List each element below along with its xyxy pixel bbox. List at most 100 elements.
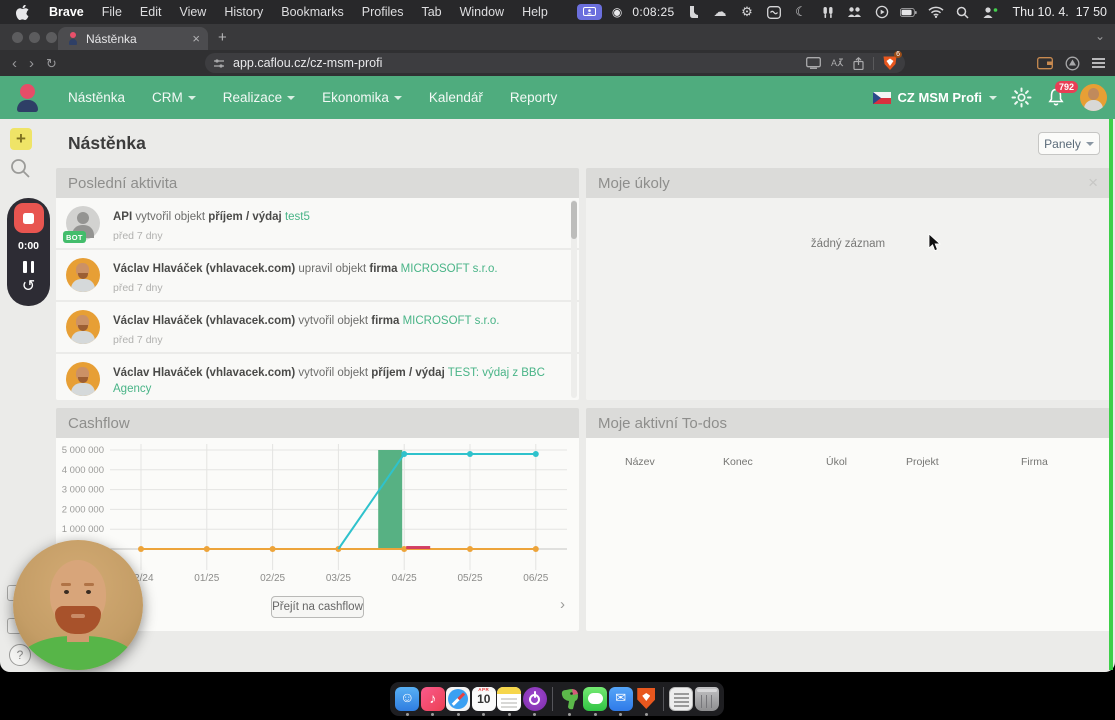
panel-header[interactable]: Moje aktivní To-dos: [586, 408, 1110, 438]
todo-column-firma[interactable]: Firma: [1021, 456, 1048, 468]
scrollbar-track[interactable]: [571, 200, 577, 398]
dock-icon-calendar[interactable]: APR 10: [471, 686, 497, 716]
activity-object-link[interactable]: MICROSOFT s.r.o.: [397, 263, 498, 275]
dock-icon-messages[interactable]: [583, 686, 608, 716]
dock-icon-trash[interactable]: [694, 686, 719, 712]
overlay-search-icon[interactable]: [10, 158, 31, 179]
activity-object-link[interactable]: test5: [281, 211, 310, 223]
nav-item-realizace[interactable]: Realizace: [223, 90, 296, 105]
menubar-item-brave[interactable]: Brave: [49, 5, 84, 19]
reload-button[interactable]: ↻: [46, 55, 57, 71]
activity-object-link[interactable]: MICROSOFT s.r.o.: [399, 315, 500, 327]
user-switch-icon[interactable]: [981, 4, 998, 21]
app-settings-gear-icon[interactable]: [1011, 87, 1032, 108]
people-icon[interactable]: [846, 4, 863, 21]
nav-item-nstnka[interactable]: Nástěnka: [68, 90, 125, 105]
dock-icon-music[interactable]: [420, 686, 446, 716]
settings-gear-icon[interactable]: ⚙: [741, 4, 753, 19]
dock-icon-parrot[interactable]: [558, 686, 583, 716]
panels-button[interactable]: Panely: [1038, 132, 1100, 155]
menubar-item-file[interactable]: File: [101, 5, 122, 19]
do-not-disturb-moon-icon[interactable]: ☾: [795, 4, 807, 19]
restart-recording-button[interactable]: ↺: [21, 278, 36, 295]
todo-column-projekt[interactable]: Projekt: [906, 456, 939, 468]
spotlight-search-icon[interactable]: [954, 4, 971, 21]
brave-shields-icon[interactable]: 6: [883, 51, 902, 71]
menubar-item-view[interactable]: View: [179, 5, 207, 19]
wallet-icon[interactable]: [1037, 56, 1053, 70]
dock-icon-mail[interactable]: [608, 686, 634, 716]
dock-icon-safari[interactable]: [446, 686, 471, 716]
todo-column-kol[interactable]: Úkol: [826, 456, 848, 468]
new-tab-button[interactable]: +: [218, 29, 227, 46]
menubar-item-profiles[interactable]: Profiles: [361, 5, 404, 19]
dock-icon-power[interactable]: [522, 686, 548, 716]
menubar-item-window[interactable]: Window: [459, 5, 505, 19]
activity-item[interactable]: Václav Hlaváček (vhlavacek.com) upravil …: [56, 250, 579, 302]
stop-recording-icon[interactable]: ◉: [611, 5, 623, 19]
dock-icon-docs[interactable]: [669, 686, 694, 712]
caflou-logo[interactable]: [13, 83, 43, 113]
back-button[interactable]: ‹: [12, 54, 17, 72]
wifi-icon[interactable]: [927, 4, 944, 21]
record-stop-button[interactable]: [13, 203, 44, 233]
menubar-item-help[interactable]: Help: [522, 5, 548, 19]
address-bar[interactable]: app.caflou.cz/cz-msm-profi A 6: [205, 51, 905, 73]
user-avatar[interactable]: [1080, 84, 1107, 111]
boot-app-icon[interactable]: [684, 4, 701, 21]
share-icon[interactable]: [853, 56, 864, 70]
panel-title: Poslední aktivita: [68, 174, 178, 192]
translate-icon[interactable]: A: [830, 57, 844, 69]
todo-column-nzev[interactable]: Název: [625, 456, 655, 468]
overlay-plus-button[interactable]: +: [10, 128, 32, 150]
panel-header[interactable]: Cashflow: [56, 408, 579, 438]
brave-rewards-icon[interactable]: [1065, 56, 1080, 71]
forward-button[interactable]: ›: [29, 54, 34, 72]
screen-record-indicator-icon[interactable]: [576, 4, 602, 20]
app-navbar: Nástěnka CRM Realizace Ekonomika Kalendář Rep…: [0, 76, 1115, 119]
account-switcher[interactable]: CZ MSM Profi: [872, 90, 997, 105]
nav-item-ekonomika[interactable]: Ekonomika: [322, 90, 402, 105]
cloud-icon[interactable]: ☁: [713, 4, 727, 19]
tab-close-icon[interactable]: ×: [192, 31, 200, 46]
tab-list-chevron-icon[interactable]: ⌄: [1094, 29, 1105, 43]
menubar-item-history[interactable]: History: [224, 5, 264, 19]
browser-menu-icon[interactable]: [1092, 58, 1105, 68]
menubar-item-edit[interactable]: Edit: [139, 5, 162, 19]
dock-icon-notes[interactable]: [497, 686, 522, 716]
panel-header[interactable]: Moje úkoly ×: [586, 168, 1110, 198]
menubar-clock[interactable]: Thu 10. 4. 17 50: [1012, 5, 1107, 19]
menubar-item-tab[interactable]: Tab: [421, 5, 442, 19]
activity-item[interactable]: Václav Hlaváček (vhlavacek.com) vytvořil…: [56, 354, 579, 400]
nav-item-crm[interactable]: CRM: [152, 90, 196, 105]
notifications-bell[interactable]: 792: [1046, 81, 1078, 108]
nav-item-reporty[interactable]: Reporty: [510, 90, 557, 105]
pause-button[interactable]: [23, 261, 34, 273]
go-to-cashflow-button[interactable]: Přejít na cashflow: [271, 596, 364, 618]
window-zoom-button[interactable]: [46, 32, 57, 43]
screen-recorder-widget: 0:00 ↺: [7, 198, 50, 306]
airpods-icon[interactable]: [819, 4, 836, 21]
dock-icon-finder[interactable]: [395, 686, 420, 716]
panel-close-icon[interactable]: ×: [1088, 173, 1098, 192]
activity-item[interactable]: Václav Hlaváček (vhlavacek.com) vytvořil…: [56, 302, 579, 354]
site-settings-icon[interactable]: [213, 58, 225, 69]
panel-next-chevron-icon[interactable]: ›: [560, 596, 565, 613]
menubar-item-bookmarks[interactable]: Bookmarks: [281, 5, 344, 19]
window-minimize-button[interactable]: [29, 32, 40, 43]
panel-header[interactable]: Poslední aktivita: [56, 168, 579, 198]
todo-column-konec[interactable]: Konec: [723, 456, 753, 468]
activity-item[interactable]: BOT API vytvořil objekt příjem / výdaj te…: [56, 198, 579, 250]
app-wave-icon[interactable]: [765, 4, 782, 21]
play-circle-icon[interactable]: [873, 4, 890, 21]
scrollbar-thumb[interactable]: [571, 201, 577, 239]
browser-tab[interactable]: Nástěnka ×: [58, 27, 208, 50]
panel-title: Moje úkoly: [598, 174, 670, 192]
activity-object-link[interactable]: TEST: výdaj z BBC Agency: [113, 367, 545, 395]
window-close-button[interactable]: [12, 32, 23, 43]
apple-icon[interactable]: [14, 4, 31, 21]
dock-icon-brave[interactable]: [634, 686, 659, 716]
nav-item-kalend[interactable]: Kalendář: [429, 90, 483, 105]
battery-icon[interactable]: [900, 4, 918, 21]
tab-cast-icon[interactable]: [806, 57, 821, 69]
